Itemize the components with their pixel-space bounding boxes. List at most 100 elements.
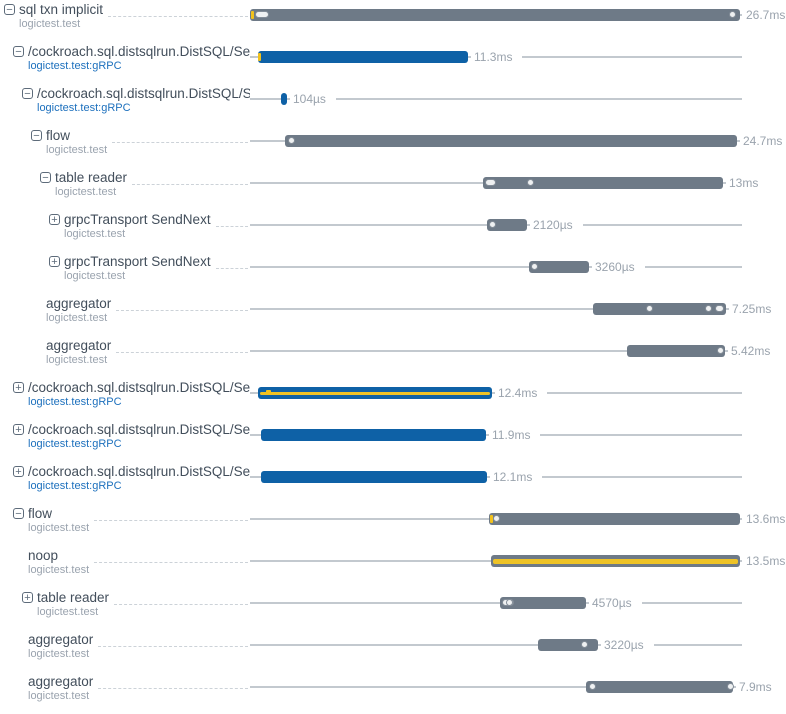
log-event-marker[interactable] bbox=[646, 305, 653, 312]
collapse-icon[interactable]: − bbox=[13, 46, 24, 58]
span-row[interactable]: aggregator logictest.test 3220µs bbox=[0, 630, 786, 672]
span-bar[interactable] bbox=[261, 429, 486, 441]
span-title: aggregator bbox=[28, 632, 94, 647]
span-label-block: aggregator logictest.test bbox=[0, 336, 250, 378]
log-event-marker[interactable] bbox=[729, 11, 736, 18]
log-event-marker[interactable] bbox=[527, 179, 534, 186]
span-label-block: − /cockroach.sql.distsqlrun.DistSQL/Set … bbox=[0, 42, 250, 84]
log-event-marker[interactable] bbox=[715, 305, 724, 312]
span-subtitle: logictest.test bbox=[46, 354, 108, 366]
span-title: aggregator bbox=[46, 338, 112, 353]
expand-icon[interactable]: + bbox=[13, 424, 24, 436]
span-title: aggregator bbox=[46, 296, 112, 311]
span-bar[interactable] bbox=[538, 639, 598, 651]
span-title: grpcTransport SendNext bbox=[64, 212, 211, 227]
span-row[interactable]: − sql txn implicit logictest.test 26.7ms bbox=[0, 0, 786, 42]
span-row[interactable]: aggregator logictest.test 5.42ms bbox=[0, 336, 786, 378]
span-subtitle: logictest.test bbox=[46, 144, 108, 156]
log-event-marker[interactable] bbox=[489, 221, 496, 228]
span-bar[interactable] bbox=[627, 345, 725, 357]
span-bar[interactable] bbox=[489, 513, 740, 525]
span-title: flow bbox=[46, 128, 71, 143]
span-row[interactable]: + /cockroach.sql.distsqlrun.DistSQL/Set … bbox=[0, 378, 786, 420]
log-event-marker[interactable] bbox=[493, 515, 500, 522]
label-connector-dashes bbox=[108, 16, 248, 17]
yellow-tick-marker[interactable] bbox=[251, 11, 254, 19]
span-row[interactable]: + grpcTransport SendNext logictest.test … bbox=[0, 252, 786, 294]
span-row[interactable]: noop logictest.test 13.5ms bbox=[0, 546, 786, 588]
span-bar[interactable] bbox=[258, 51, 468, 63]
span-row[interactable]: − table reader logictest.test 13ms bbox=[0, 168, 786, 210]
span-row[interactable]: aggregator logictest.test 7.9ms bbox=[0, 672, 786, 714]
log-event-marker[interactable] bbox=[485, 179, 496, 186]
span-title: /cockroach.sql.distsqlrun.DistSQL/Set bbox=[28, 464, 250, 479]
span-subtitle: logictest.test:gRPC bbox=[28, 396, 122, 408]
span-title: table reader bbox=[37, 590, 110, 605]
span-row[interactable]: + /cockroach.sql.distsqlrun.DistSQL/Set … bbox=[0, 420, 786, 462]
span-label-block: − sql txn implicit logictest.test bbox=[0, 0, 250, 42]
span-subtitle: logictest.test bbox=[37, 606, 99, 618]
span-duration-label: 24.7ms bbox=[740, 134, 786, 148]
span-label-block: aggregator logictest.test bbox=[0, 630, 250, 672]
span-label-block: − flow logictest.test bbox=[0, 126, 250, 168]
span-bar[interactable] bbox=[483, 177, 723, 189]
expand-icon[interactable]: + bbox=[49, 214, 60, 226]
span-row[interactable]: − /cockroach.sql.distsqlrun.DistSQL/Set … bbox=[0, 42, 786, 84]
span-bar[interactable] bbox=[250, 9, 740, 21]
log-event-marker[interactable] bbox=[727, 683, 734, 690]
span-bar[interactable] bbox=[500, 597, 586, 609]
span-duration-label: 5.42ms bbox=[728, 344, 781, 358]
span-subtitle: logictest.test bbox=[64, 228, 126, 240]
span-title: aggregator bbox=[28, 674, 94, 689]
span-row[interactable]: − /cockroach.sql.distsqlrun.DistSQL/S lo… bbox=[0, 84, 786, 126]
collapse-icon[interactable]: − bbox=[40, 172, 51, 184]
span-subtitle: logictest.test bbox=[28, 564, 90, 576]
collapse-icon[interactable]: − bbox=[4, 4, 15, 16]
span-bar[interactable] bbox=[281, 93, 287, 105]
log-event-marker[interactable] bbox=[506, 599, 513, 606]
span-duration-label: 11.9ms bbox=[489, 428, 541, 442]
span-bar[interactable] bbox=[491, 555, 740, 567]
collapse-icon[interactable]: − bbox=[13, 508, 24, 520]
span-bar[interactable] bbox=[261, 471, 487, 483]
span-bar[interactable] bbox=[258, 387, 492, 399]
expand-icon[interactable]: + bbox=[49, 256, 60, 268]
span-duration-label: 7.25ms bbox=[729, 302, 782, 316]
span-duration-label: 3220µs bbox=[601, 638, 654, 652]
log-event-marker[interactable] bbox=[589, 683, 596, 690]
span-bar[interactable] bbox=[529, 261, 589, 273]
collapse-icon[interactable]: − bbox=[31, 130, 42, 142]
collapse-icon[interactable]: − bbox=[22, 88, 33, 100]
log-event-marker[interactable] bbox=[531, 263, 538, 270]
span-bar[interactable] bbox=[285, 135, 737, 147]
span-label-block: + /cockroach.sql.distsqlrun.DistSQL/Set … bbox=[0, 462, 250, 504]
span-title: /cockroach.sql.distsqlrun.DistSQL/S bbox=[37, 86, 250, 101]
span-row[interactable]: − flow logictest.test 13.6ms bbox=[0, 504, 786, 546]
span-title: flow bbox=[28, 506, 53, 521]
span-row[interactable]: + grpcTransport SendNext logictest.test … bbox=[0, 210, 786, 252]
yellow-tick-marker[interactable] bbox=[258, 53, 261, 61]
log-event-marker[interactable] bbox=[717, 347, 724, 354]
log-event-marker[interactable] bbox=[255, 11, 269, 18]
span-bar[interactable] bbox=[487, 219, 527, 231]
log-event-marker[interactable] bbox=[288, 137, 295, 144]
span-row[interactable]: aggregator logictest.test 7.25ms bbox=[0, 294, 786, 336]
expand-icon[interactable]: + bbox=[13, 382, 24, 394]
span-row[interactable]: + /cockroach.sql.distsqlrun.DistSQL/Set … bbox=[0, 462, 786, 504]
label-connector-dashes bbox=[215, 226, 248, 227]
span-bar[interactable] bbox=[586, 681, 733, 693]
yellow-tick-marker[interactable] bbox=[490, 515, 493, 523]
span-row[interactable]: + table reader logictest.test 4570µs bbox=[0, 588, 786, 630]
span-label-block: aggregator logictest.test bbox=[0, 672, 250, 714]
span-row[interactable]: − flow logictest.test 24.7ms bbox=[0, 126, 786, 168]
log-event-marker[interactable] bbox=[705, 305, 712, 312]
expand-icon[interactable]: + bbox=[22, 592, 33, 604]
log-event-marker[interactable] bbox=[581, 641, 588, 648]
label-connector-dashes bbox=[215, 268, 248, 269]
span-bar[interactable] bbox=[593, 303, 726, 315]
yellow-square-marker[interactable] bbox=[266, 390, 271, 395]
span-subtitle: logictest.test bbox=[55, 186, 117, 198]
expand-icon[interactable]: + bbox=[13, 466, 24, 478]
span-label-block: noop logictest.test bbox=[0, 546, 250, 588]
